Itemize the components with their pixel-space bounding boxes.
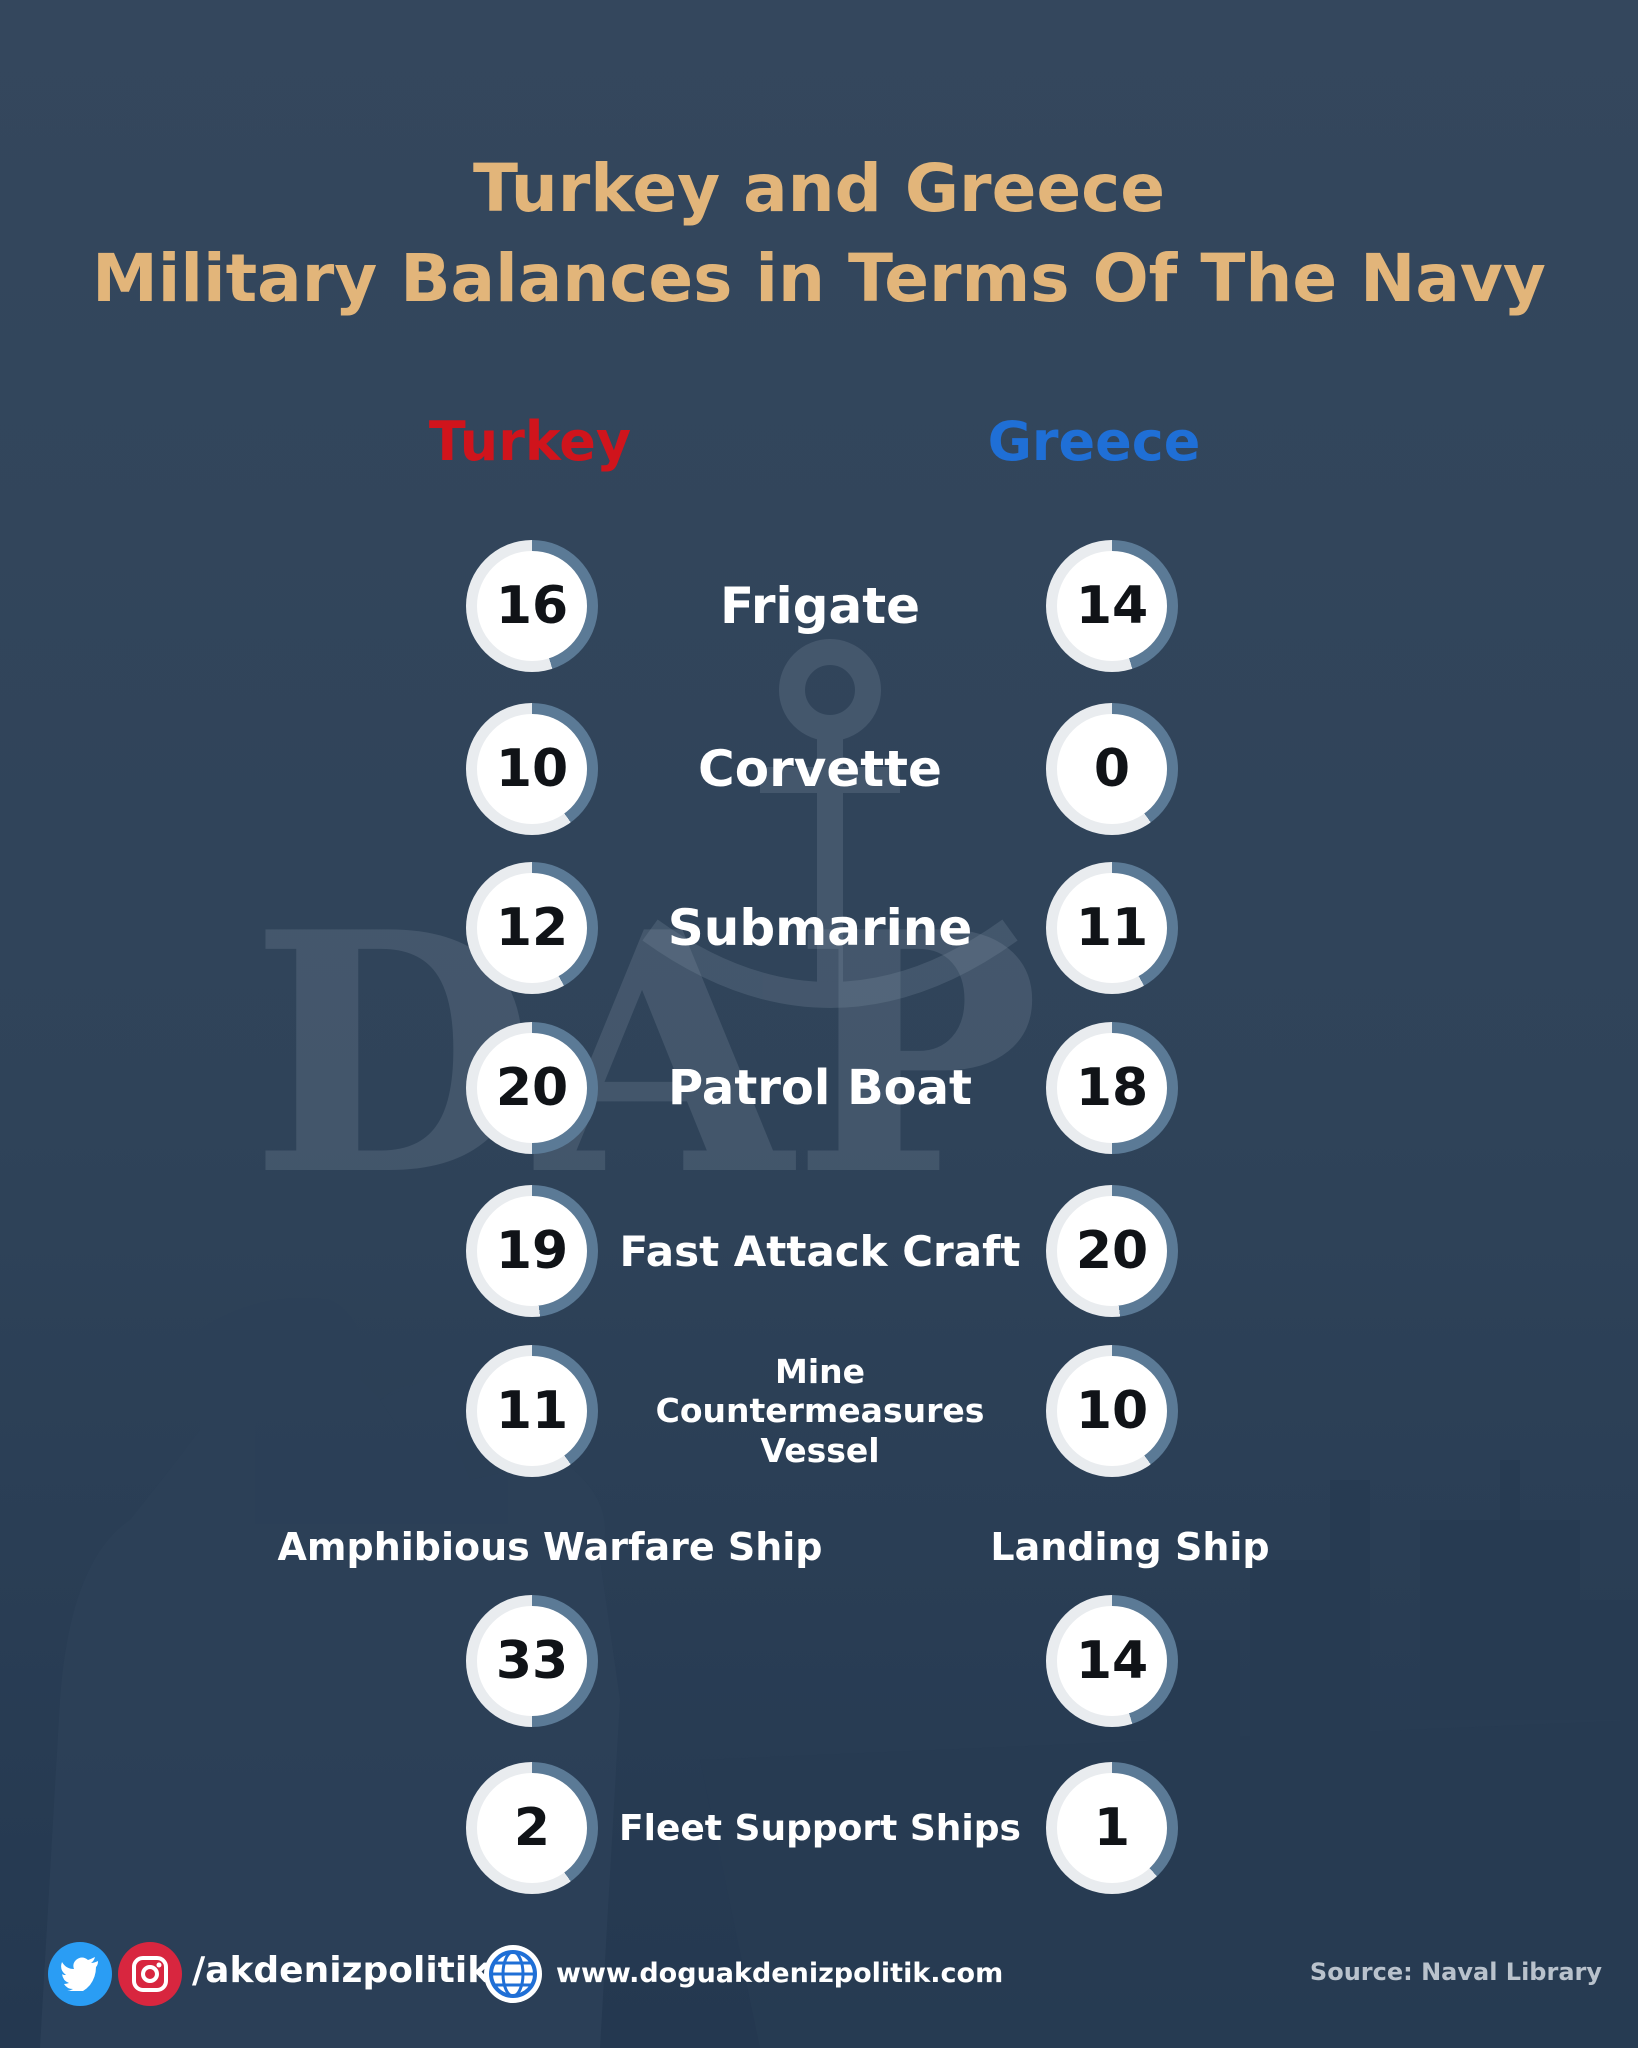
watermark-text: DAP [250,860,1040,1248]
landing-ship-label: Landing Ship [990,1525,1270,1569]
title-line-1: Turkey and Greece [472,150,1166,227]
social-handle[interactable]: /akdenizpolitik [192,1950,492,1991]
greece-count-circle: 11 [1046,862,1178,994]
instagram-icon[interactable] [118,1942,182,2006]
count-value: 18 [1057,1033,1167,1143]
watermark-logo: DAP [250,860,1040,1248]
category-label: Frigate [719,577,921,635]
count-value: 33 [477,1606,587,1716]
greece-count-circle: 14 [1046,1595,1178,1727]
count-value: 20 [477,1033,587,1143]
turkey-count-circle: 12 [466,862,598,994]
count-value: 14 [1057,1606,1167,1716]
greece-count-circle: 20 [1046,1185,1178,1317]
turkey-count-circle: 16 [466,540,598,672]
greece-count-circle: 14 [1046,540,1178,672]
country-greece: Greece [987,410,1201,473]
turkey-count-circle: 19 [466,1185,598,1317]
count-value: 20 [1057,1196,1167,1306]
count-value: 14 [1057,551,1167,661]
anchor-icon [642,639,1018,1008]
count-value: 0 [1057,714,1167,824]
twitter-icon[interactable] [48,1942,112,2006]
category-label: Mine Countermeasures Vessel [655,1351,985,1470]
turkey-count-circle: 20 [466,1022,598,1154]
category-label: Fast Attack Craft [619,1226,1021,1276]
category-label: Patrol Boat [668,1060,972,1116]
amphibious-label: Amphibious Warfare Ship [277,1525,823,1569]
title-line-2: Military Balances in Terms Of The Navy [92,240,1546,317]
count-value: 11 [477,1356,587,1466]
globe-icon[interactable] [484,1945,542,2003]
count-value: 2 [477,1773,587,1883]
greece-count-circle: 0 [1046,703,1178,835]
category-label: Fleet Support Ships [619,1807,1021,1849]
greece-count-circle: 10 [1046,1345,1178,1477]
category-label: Submarine [667,899,973,957]
ship-silhouette [700,1460,1638,2048]
turkey-count-circle: 33 [466,1595,598,1727]
count-value: 10 [1057,1356,1167,1466]
count-value: 1 [1057,1773,1167,1883]
count-value: 19 [477,1196,587,1306]
count-value: 12 [477,873,587,983]
turkey-count-circle: 10 [466,703,598,835]
category-label: Corvette [698,740,942,798]
turkey-count-circle: 11 [466,1345,598,1477]
country-turkey: Turkey [428,410,632,473]
website-link[interactable]: www.doguakdenizpolitik.com [556,1958,1004,1989]
turkey-count-circle: 2 [466,1762,598,1894]
count-value: 16 [477,551,587,661]
source-credit: Source: Naval Library [1309,1958,1602,1986]
count-value: 10 [477,714,587,824]
greece-count-circle: 1 [1046,1762,1178,1894]
greece-count-circle: 18 [1046,1022,1178,1154]
count-value: 11 [1057,873,1167,983]
